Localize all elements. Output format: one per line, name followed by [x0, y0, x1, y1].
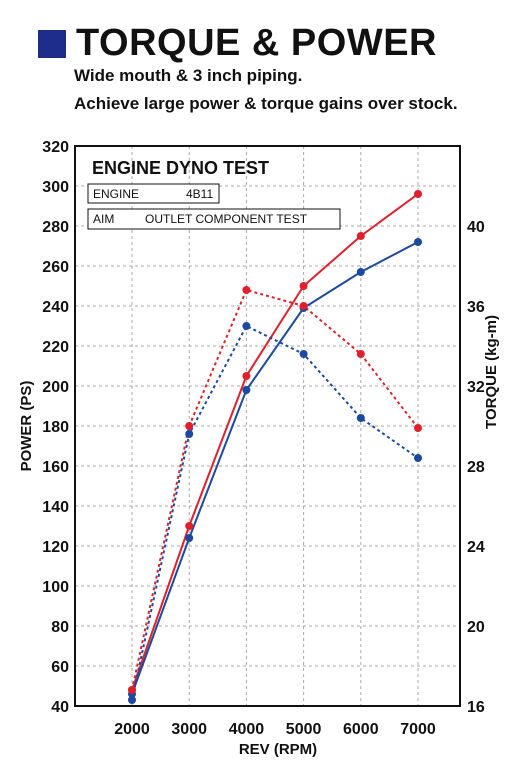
panel-title: ENGINE DYNO TEST — [92, 158, 269, 178]
power-tick-label: 240 — [42, 299, 69, 316]
data-point-power — [414, 238, 422, 246]
power-tick-label: 120 — [42, 539, 69, 556]
chart-grid — [75, 146, 460, 706]
rpm-tick-label: 3000 — [171, 721, 207, 738]
series-line-torque-dotted — [131, 324, 419, 701]
engine-label: ENGINE — [93, 187, 139, 201]
data-point-torque — [414, 454, 422, 462]
torque-tick-label: 36 — [467, 299, 485, 316]
data-point-torque — [356, 350, 365, 358]
subtitle-line-1: Wide mouth & 3 inch piping. — [74, 66, 303, 85]
data-point-torque — [185, 422, 194, 430]
data-point-torque — [242, 322, 251, 330]
rpm-tick-label: 7000 — [400, 721, 436, 738]
engine-box — [87, 183, 220, 204]
rpm-tick-label: 2000 — [114, 721, 150, 738]
data-point-power — [185, 522, 194, 530]
data-point-power — [356, 232, 365, 240]
power-tick-label: 300 — [42, 179, 69, 196]
rpm-tick-label: 6000 — [343, 721, 379, 738]
torque-tick-label: 20 — [467, 619, 485, 636]
aim-box — [87, 208, 341, 230]
torque-axis-ticks: 16 20 24 28 32 36 40 — [467, 219, 485, 716]
data-point-torque — [128, 686, 136, 694]
power-tick-label: 280 — [42, 219, 69, 236]
engine-value: 4B11 — [186, 187, 213, 201]
data-point-power — [185, 534, 194, 542]
power-tick-label: 180 — [42, 419, 69, 436]
header-square-icon — [38, 30, 66, 58]
x-axis-title: REV (RPM) — [239, 741, 317, 758]
torque-tick-label: 28 — [467, 459, 485, 476]
data-point-torque — [356, 414, 365, 422]
power-tick-label: 200 — [42, 379, 69, 396]
power-tick-label: 80 — [51, 619, 69, 636]
data-point-power — [242, 372, 251, 380]
data-point-power — [356, 268, 365, 276]
torque-tick-label: 24 — [467, 539, 485, 556]
data-point-torque — [299, 350, 308, 358]
plot-frame — [74, 145, 461, 707]
power-tick-label: 100 — [42, 579, 69, 596]
power-axis-ticks: 40 60 80 100 120 140 160 180 200 220 240 260 280 300 3… — [42, 139, 69, 716]
data-point-torque — [414, 424, 422, 432]
data-point-torque — [242, 286, 251, 294]
y2-axis-title: TORQUE (kg-m) — [483, 315, 500, 429]
data-point-power — [299, 282, 308, 290]
power-tick-label: 220 — [42, 339, 69, 356]
data-point-power — [414, 190, 422, 198]
power-tick-label: 60 — [51, 659, 69, 676]
rpm-tick-label: 5000 — [286, 721, 322, 738]
aim-value: OUTLET COMPONENT TEST — [145, 212, 308, 226]
data-point-torque — [128, 696, 136, 704]
series-line-power-solid — [131, 241, 419, 695]
aim-label: AIM — [93, 212, 114, 226]
torque-tick-label: 40 — [467, 219, 485, 236]
power-tick-label: 160 — [42, 459, 69, 476]
series-group — [128, 190, 422, 704]
torque-tick-label: 16 — [467, 699, 485, 716]
power-tick-label: 40 — [51, 699, 69, 716]
power-tick-label: 140 — [42, 499, 69, 516]
data-point-torque — [299, 302, 308, 310]
y-axis-title: POWER (PS) — [18, 381, 35, 472]
rpm-tick-label: 4000 — [229, 721, 265, 738]
power-tick-label: 260 — [42, 259, 69, 276]
power-tick-label: 320 — [42, 139, 69, 156]
torque-tick-label: 32 — [467, 379, 485, 396]
data-point-power — [242, 386, 251, 394]
series-line-power-solid — [131, 193, 419, 691]
rpm-axis-ticks: 2000 3000 4000 5000 6000 7000 — [114, 721, 436, 738]
page-title: TORQUE & POWER — [76, 22, 437, 64]
subtitle-line-2: Achieve large power & torque gains over … — [74, 94, 458, 113]
data-point-torque — [185, 430, 194, 438]
